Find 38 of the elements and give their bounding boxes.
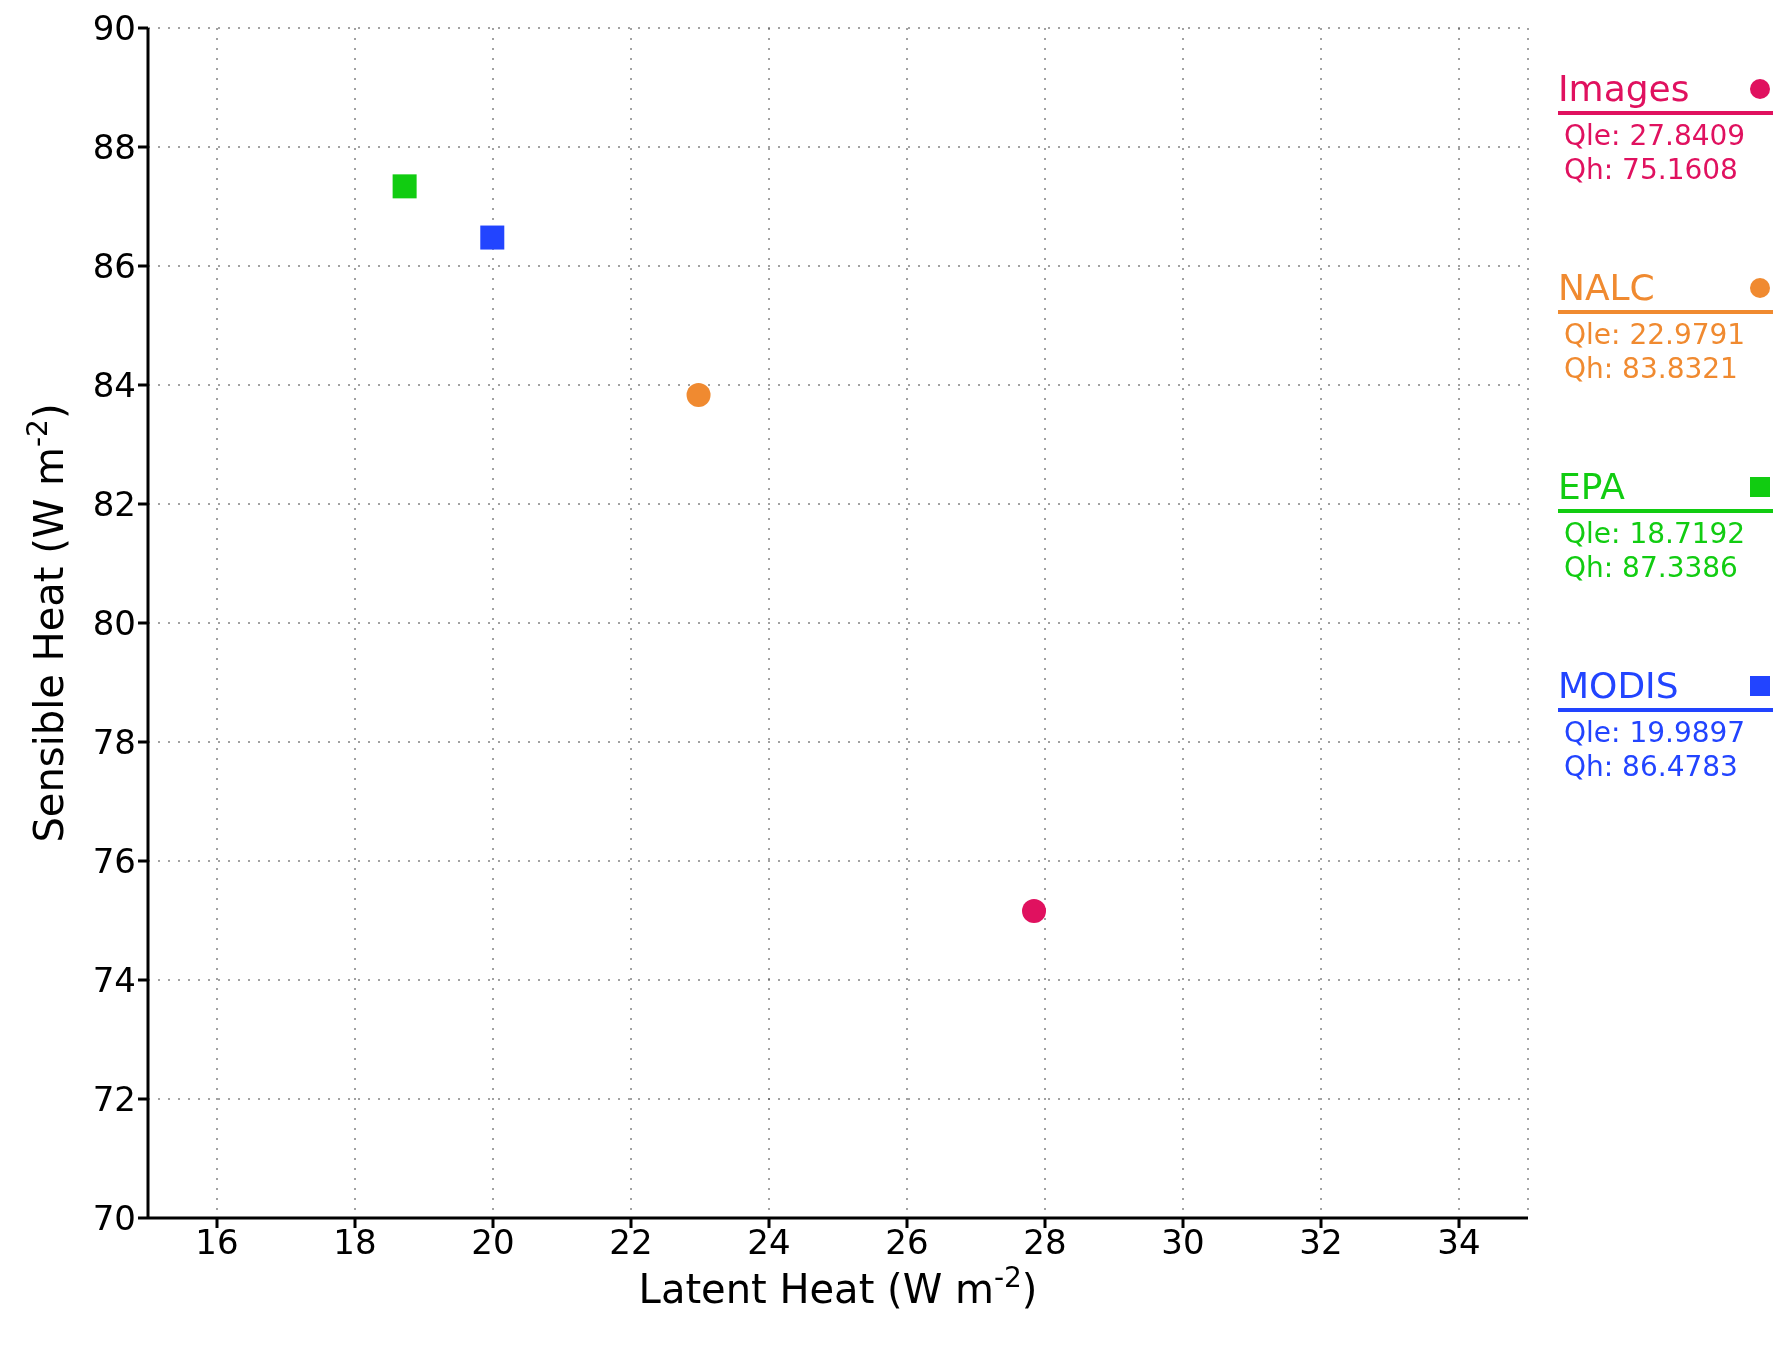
point bbox=[480, 225, 505, 250]
x-axis-title: Latent Heat (W m$^{-2}$) bbox=[638, 1260, 1038, 1312]
y-tick-label: 78 bbox=[92, 722, 136, 763]
x-tick-label: 18 bbox=[333, 1222, 377, 1263]
y-tick-label: 82 bbox=[92, 484, 136, 525]
text: Qh: 83.8321 bbox=[1564, 352, 1739, 386]
text: Qh: 75.1608 bbox=[1564, 153, 1739, 187]
legend-label: MODIS bbox=[1558, 665, 1679, 706]
text: Qle: 19.9897 bbox=[1564, 716, 1747, 750]
y-tick-label: 90 bbox=[92, 8, 136, 49]
text: Qh: 87.3386 bbox=[1564, 551, 1739, 585]
y-tick-label: 86 bbox=[92, 246, 136, 287]
text: EPA bbox=[1558, 466, 1625, 507]
x-tick-label: 20 bbox=[471, 1222, 515, 1263]
x-tick-label: 30 bbox=[1161, 1222, 1205, 1263]
x-tick-label: 28 bbox=[1023, 1222, 1067, 1263]
text: Qle: 22.9791 bbox=[1564, 318, 1747, 352]
y-tick-label: 76 bbox=[92, 841, 136, 882]
text: Qle: 18.7192 bbox=[1564, 517, 1747, 551]
x-tick-label: 34 bbox=[1437, 1222, 1481, 1263]
x-tick-label: 32 bbox=[1299, 1222, 1343, 1263]
x-tick-label: 26 bbox=[885, 1222, 929, 1263]
x-tick-label: 22 bbox=[609, 1222, 653, 1263]
y-tick-label: 70 bbox=[92, 1198, 136, 1239]
x-tick-label: 24 bbox=[747, 1222, 791, 1263]
y-tick-label: 88 bbox=[92, 127, 136, 168]
y-tick-label: 80 bbox=[92, 603, 136, 644]
text: Qh: 86.4783 bbox=[1564, 750, 1739, 784]
text: Qle: 27.8409 bbox=[1564, 119, 1747, 153]
x-tick-label: 16 bbox=[195, 1222, 239, 1263]
point bbox=[1022, 898, 1047, 923]
point bbox=[392, 174, 417, 199]
legend-label: Images bbox=[1558, 68, 1690, 109]
point bbox=[686, 382, 711, 407]
y-tick-label: 74 bbox=[92, 960, 136, 1001]
y-tick-label: 84 bbox=[92, 365, 136, 406]
text: NALC bbox=[1558, 267, 1655, 308]
y-tick-label: 72 bbox=[92, 1079, 136, 1120]
